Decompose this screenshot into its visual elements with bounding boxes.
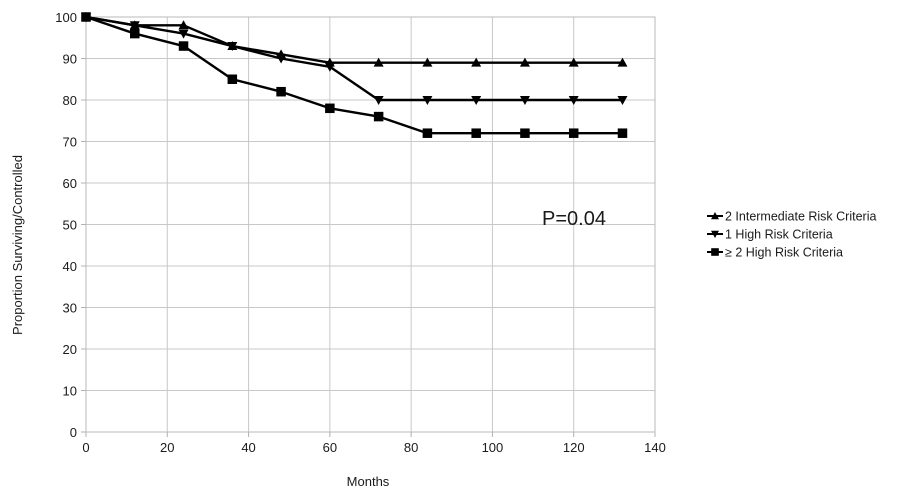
legend-item: 2 Intermediate Risk Criteria: [707, 210, 876, 224]
data-point-triangle-up: [617, 57, 628, 67]
series-line-triangle-down: [85, 15, 623, 102]
x-tick-label: 120: [563, 440, 585, 455]
legend-marker-swatch: [711, 248, 719, 256]
data-point-triangle-down: [519, 96, 530, 105]
y-tick-label: 80: [63, 93, 77, 108]
data-point-square: [227, 74, 238, 84]
legend-label: 2 Intermediate Risk Criteria: [725, 210, 876, 224]
legend-marker-swatch: [711, 212, 719, 220]
legend-item: 1 High Risk Criteria: [707, 228, 833, 242]
series-line-triangle-up: [85, 15, 623, 64]
data-point-square: [568, 128, 579, 138]
data-point-triangle-up: [178, 20, 189, 30]
data-point-triangle-down: [568, 96, 579, 105]
x-tick-label: 40: [241, 440, 255, 455]
p-value-annotation: P=0.04: [542, 208, 606, 230]
series-lines: [85, 15, 623, 135]
data-point-triangle-down: [471, 96, 482, 105]
legend: 2 Intermediate Risk Criteria 1 High Risk …: [707, 210, 876, 260]
plot-area-border: [85, 16, 656, 433]
data-point-square: [276, 86, 286, 97]
data-point-square: [178, 41, 189, 51]
y-tick-label: 100: [55, 10, 77, 25]
y-tick-label: 10: [63, 384, 77, 399]
data-point-triangle-down: [276, 54, 287, 64]
data-point-triangle-down: [324, 62, 335, 72]
data-point-triangle-down: [129, 21, 140, 31]
data-point-square: [325, 103, 335, 114]
data-point-triangle-up: [568, 57, 579, 67]
data-point-square: [422, 128, 433, 138]
x-axis-title: Months: [347, 474, 390, 489]
data-point-triangle-down: [178, 29, 189, 39]
data-point-triangle-up: [471, 57, 482, 67]
series-markers: [81, 12, 628, 138]
data-point-square: [617, 128, 628, 138]
x-tick-label: 0: [82, 440, 89, 455]
data-point-triangle-down: [227, 42, 238, 52]
data-point-triangle-down: [422, 96, 433, 105]
data-point-triangle-up: [373, 57, 384, 67]
data-point-triangle-down: [617, 96, 628, 105]
y-tick-label: 90: [63, 52, 77, 67]
data-point-square: [520, 128, 530, 138]
y-tick-label: 50: [63, 218, 77, 233]
legend-label: 1 High Risk Criteria: [725, 228, 833, 242]
data-point-triangle-up: [519, 57, 530, 67]
data-point-square: [373, 111, 384, 122]
data-point-square: [81, 12, 91, 22]
x-tick-label: 80: [404, 440, 418, 455]
legend-item: ≥ 2 High Risk Criteria: [707, 246, 843, 260]
y-tick-label: 60: [63, 176, 77, 191]
y-tick-label: 30: [63, 301, 77, 316]
y-axis-title: Proportion Surviving/Controlled: [10, 155, 25, 335]
data-point-square: [130, 28, 140, 39]
y-tick-label: 70: [63, 135, 77, 150]
y-tick-label: 40: [63, 259, 77, 274]
y-tick-label: 0: [70, 425, 77, 440]
legend-label: ≥ 2 High Risk Criteria: [725, 246, 843, 260]
x-tick-label: 100: [482, 440, 504, 455]
data-point-triangle-up: [422, 57, 433, 67]
legend-marker-swatch: [711, 230, 719, 238]
y-tick-label: 20: [63, 342, 77, 357]
axes: 0 10 20 30 40 50 60 70 80 90 100 0 20 40 60 80 100 120 140: [55, 10, 666, 455]
series-line-square: [85, 15, 623, 135]
x-tick-label: 20: [160, 440, 174, 455]
data-point-square: [471, 128, 481, 138]
data-point-triangle-down: [373, 96, 384, 105]
x-tick-label: 140: [644, 440, 666, 455]
x-tick-label: 60: [323, 440, 337, 455]
